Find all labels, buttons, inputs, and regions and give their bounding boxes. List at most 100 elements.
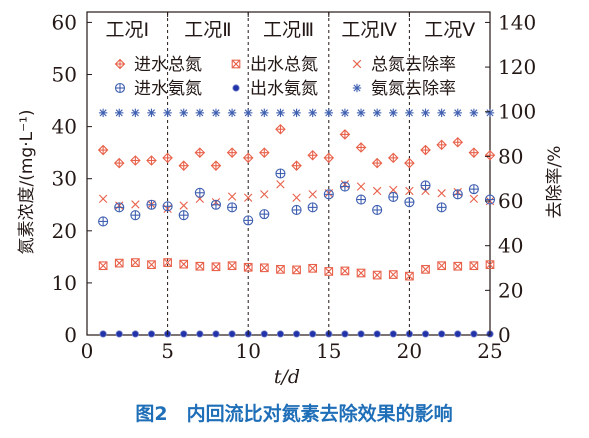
data-point [226,147,238,158]
data-point [260,108,269,118]
y2-tick-label: 140 [498,10,536,34]
legend-item: 出水总氮 [231,55,318,75]
data-point [291,160,302,171]
data-point [452,136,464,148]
data-point [421,186,430,196]
legend-marker [352,59,362,69]
data-point [260,330,268,338]
data-point [388,152,399,164]
data-point [404,157,415,169]
data-point [260,190,269,199]
data-point [389,185,398,195]
data-point [115,108,124,118]
data-point [196,330,204,338]
data-point [97,144,109,156]
data-point [436,139,447,151]
data-point [292,265,301,275]
data-point [469,108,479,118]
data-point [452,189,463,200]
data-point [308,108,317,118]
data-point [130,155,141,166]
data-point [98,216,109,227]
data-point [146,155,157,166]
legend-item: 进水氨氮 [114,79,202,99]
data-point [146,199,157,210]
data-point [388,191,399,202]
y2-tick-label: 100 [498,100,536,124]
phase-label: 工况Ⅰ [105,19,149,41]
data-point [389,108,398,118]
y2-axis-label: 去除率/% [545,146,565,219]
legend-marker [352,83,362,93]
data-point [355,194,367,205]
data-point [372,204,383,216]
legend-marker [231,59,241,69]
y2-tick-label: 80 [498,144,523,168]
plot-border [86,11,491,336]
series-4 [98,168,496,227]
data-point [259,209,270,220]
data-point [275,123,286,135]
data-point [194,147,206,158]
phase-labels: 工况Ⅰ 工况Ⅱ 工况Ⅲ 工况Ⅳ 工况Ⅴ [105,19,475,41]
y2-tick-label: 0 [498,323,511,347]
data-point [324,267,334,276]
data-point [227,192,237,201]
phase-label: 工况Ⅲ [263,19,314,41]
data-point [357,330,365,338]
data-point [485,108,495,118]
data-point [243,262,253,272]
data-point [194,187,205,198]
x-tick-label: 25 [477,339,502,363]
x-tick-label: 15 [316,339,341,363]
data-point [162,201,173,212]
data-point [356,182,366,191]
legend-marker [232,84,240,92]
data-point [98,108,108,118]
data-point [341,330,349,338]
series-6 [98,108,495,118]
data-point [469,261,479,271]
y2-tick-label: 60 [498,189,523,213]
legend-item: 进水总氮 [114,55,202,75]
legend-label: 进水总氮 [134,55,202,75]
data-point [210,160,222,171]
data-point [227,261,237,271]
data-point [179,108,188,118]
data-point [307,202,318,213]
data-point [292,108,301,118]
data-point [484,149,496,161]
data-point [453,261,463,271]
data-point [469,194,479,203]
x-tick-label: 20 [397,339,422,363]
data-point [308,190,317,199]
legend-label: 出水氨氮 [250,79,318,99]
axis-ticks: 0 5 10 15 20 25010203040506002040608010012014… [52,10,537,363]
x-axis-label: t/d [274,366,300,388]
y-tick-label: 20 [52,219,77,243]
data-point [470,330,478,338]
data-point [405,271,414,281]
data-point [195,108,205,118]
y-tick-label: 60 [52,10,77,34]
y-tick-label: 0 [64,323,77,347]
data-point [228,330,236,338]
phase-label: 工况Ⅴ [424,19,475,41]
data-point [178,160,189,171]
data-point [179,259,189,269]
y-tick-label: 30 [52,167,77,191]
data-point [307,149,318,161]
y-tick-label: 50 [52,63,77,87]
data-point [131,108,140,118]
data-point [276,330,285,338]
data-point [389,330,397,338]
legend-item: 氨氮去除率 [352,79,456,99]
data-point [114,202,125,213]
phase-label: 工况Ⅱ [184,19,231,41]
data-point [210,199,222,210]
data-point [292,193,301,202]
data-point [244,108,253,118]
y2-tick-label: 40 [498,234,523,258]
data-point [147,260,156,270]
